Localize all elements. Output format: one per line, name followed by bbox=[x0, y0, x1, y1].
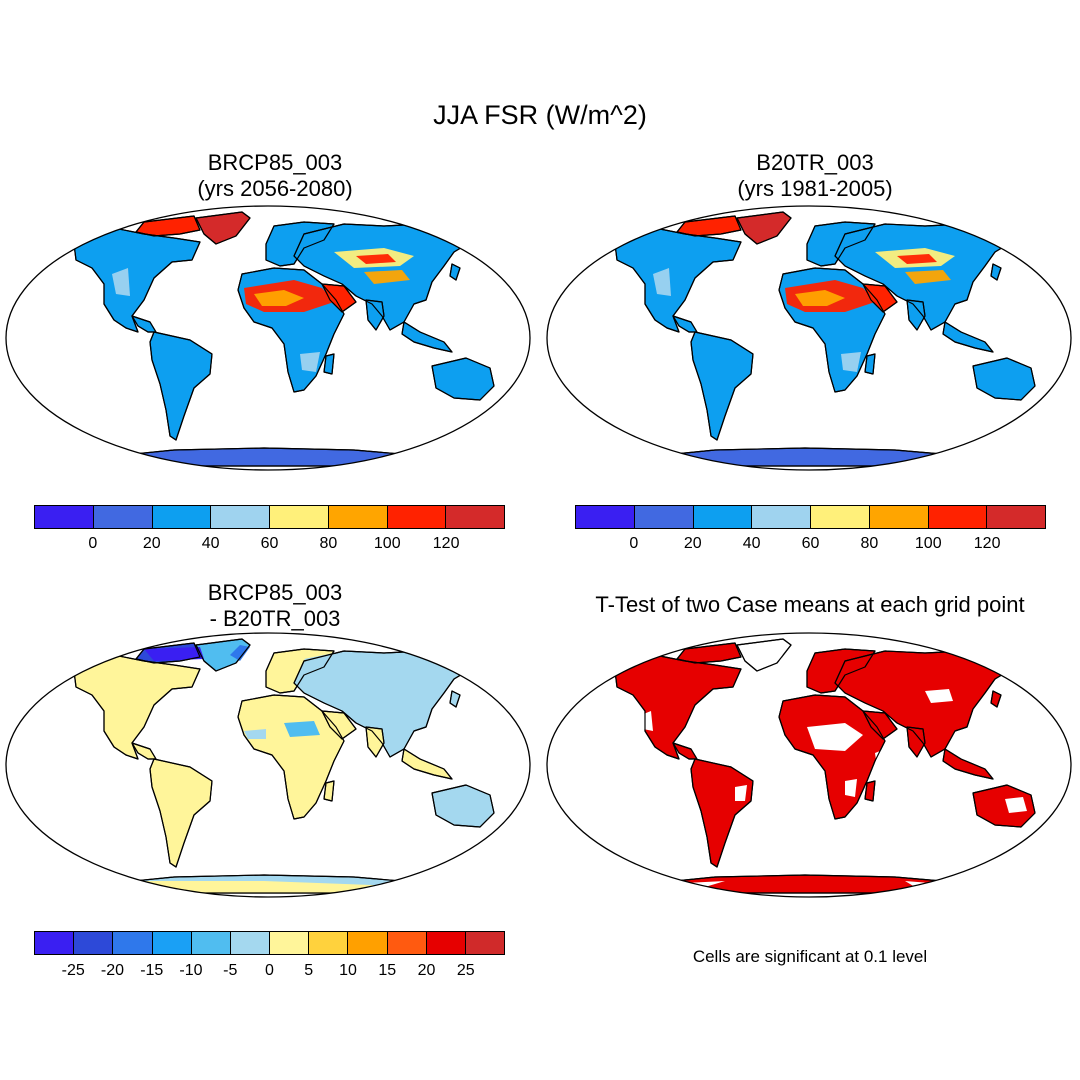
landmass-nz bbox=[499, 826, 511, 842]
colorbar-swatch bbox=[113, 932, 153, 954]
colorbar-difference-labels: -25 -20 -15 -10 -5 0 5 10 15 20 25 bbox=[34, 962, 505, 982]
panel-title-ttest-line1: T-Test of two Case means at each grid po… bbox=[595, 592, 1025, 617]
colorbar-swatch bbox=[35, 506, 94, 528]
colorbar-swatch bbox=[93, 506, 153, 528]
colorbar-swatch bbox=[446, 506, 504, 528]
colorbar-tick-label: -15 bbox=[140, 962, 164, 979]
colorbar-tick-label: -5 bbox=[223, 962, 238, 979]
colorbar-swatch bbox=[811, 506, 870, 528]
colorbar-historical bbox=[575, 505, 1046, 529]
colorbar-tick-label: -10 bbox=[179, 962, 203, 979]
colorbar-future-labels: 0 20 40 60 80 100 120 bbox=[34, 535, 505, 555]
significance-note: Cells are significant at 0.1 level bbox=[692, 947, 928, 966]
colorbar-swatch bbox=[270, 506, 329, 528]
colorbar-tick-label: 10 bbox=[339, 962, 357, 979]
colorbar-tick-label: 25 bbox=[456, 962, 475, 979]
colorbar-tick-label: 0 bbox=[88, 535, 98, 552]
colorbar-swatch bbox=[211, 506, 270, 528]
panel-title-future: BRCP85_003 (yrs 2056-2080) bbox=[60, 150, 490, 202]
colorbar-swatch bbox=[328, 506, 388, 528]
colorbar-tick-label: 100 bbox=[373, 535, 401, 552]
landmass-nz bbox=[1040, 826, 1052, 842]
colorbar-swatch bbox=[387, 506, 447, 528]
colorbar-swatch bbox=[309, 932, 349, 954]
colorbar-swatch bbox=[465, 932, 505, 954]
map-border bbox=[546, 205, 1072, 471]
panel-title-historical-line2: (yrs 1981-2005) bbox=[737, 176, 893, 201]
colorbar-swatch bbox=[74, 932, 114, 954]
map-significance bbox=[546, 632, 1072, 898]
colorbar-swatch bbox=[634, 506, 694, 528]
panel-title-future-line1: BRCP85_003 bbox=[207, 150, 343, 175]
colorbar-swatch bbox=[752, 506, 811, 528]
map-difference bbox=[5, 632, 531, 898]
colorbar-tick-label: 40 bbox=[201, 535, 220, 552]
colorbar-tick-label: 0 bbox=[629, 535, 639, 552]
colorbar-swatch bbox=[869, 506, 929, 528]
colorbar-swatch bbox=[35, 932, 75, 954]
panel-title-historical-line1: B20TR_003 bbox=[756, 150, 874, 175]
colorbar-tick-label: 60 bbox=[260, 535, 279, 552]
colorbar-swatch bbox=[230, 932, 271, 954]
colorbar-tick-label: 120 bbox=[973, 535, 1001, 552]
colorbar-tick-label: 20 bbox=[142, 535, 161, 552]
panel-title-historical: B20TR_003 (yrs 1981-2005) bbox=[600, 150, 1030, 202]
colorbar-swatch bbox=[928, 506, 988, 528]
colorbar-tick-label: 60 bbox=[801, 535, 820, 552]
colorbar-tick-label: 15 bbox=[378, 962, 397, 979]
panel-title-difference: BRCP85_003 - B20TR_003 bbox=[60, 580, 490, 632]
main-title: JJA FSR (W/m^2) bbox=[433, 100, 647, 130]
colorbar-swatch bbox=[270, 932, 310, 954]
colorbar-tick-label: 120 bbox=[432, 535, 460, 552]
colorbar-tick-label: 80 bbox=[319, 535, 338, 552]
colorbar-swatch bbox=[693, 506, 753, 528]
colorbar-difference bbox=[34, 931, 505, 955]
panel-title-future-line2: (yrs 2056-2080) bbox=[197, 176, 353, 201]
colorbar-tick-label: 20 bbox=[683, 535, 702, 552]
landmass-nz bbox=[1040, 399, 1052, 415]
colorbar-tick-label: 5 bbox=[304, 962, 314, 979]
panel-title-difference-line2: - B20TR_003 bbox=[209, 606, 341, 631]
map-border bbox=[5, 632, 531, 898]
colorbar-tick-label: -25 bbox=[61, 962, 85, 979]
colorbar-swatch bbox=[426, 932, 466, 954]
panel-title-ttest: T-Test of two Case means at each grid po… bbox=[545, 592, 1075, 618]
colorbar-swatch bbox=[987, 506, 1045, 528]
colorbar-swatch bbox=[387, 932, 427, 954]
map-historical bbox=[546, 205, 1072, 471]
colorbar-historical-labels: 0 20 40 60 80 100 120 bbox=[575, 535, 1046, 555]
colorbar-tick-label: 0 bbox=[265, 962, 274, 979]
colorbar-tick-label: 40 bbox=[742, 535, 761, 552]
colorbar-swatch bbox=[152, 932, 192, 954]
colorbar-swatch bbox=[348, 932, 388, 954]
colorbar-future bbox=[34, 505, 505, 529]
colorbar-tick-label: 20 bbox=[417, 962, 436, 979]
map-border bbox=[546, 632, 1072, 898]
map-border bbox=[5, 205, 531, 471]
colorbar-swatch bbox=[576, 506, 635, 528]
colorbar-tick-label: -20 bbox=[100, 962, 125, 979]
landmass-nz bbox=[499, 399, 511, 415]
map-future bbox=[5, 205, 531, 471]
colorbar-swatch bbox=[191, 932, 231, 954]
colorbar-tick-label: 80 bbox=[860, 535, 879, 552]
colorbar-tick-label: 100 bbox=[914, 535, 942, 552]
colorbar-swatch bbox=[152, 506, 212, 528]
panel-title-difference-line1: BRCP85_003 bbox=[207, 580, 343, 605]
